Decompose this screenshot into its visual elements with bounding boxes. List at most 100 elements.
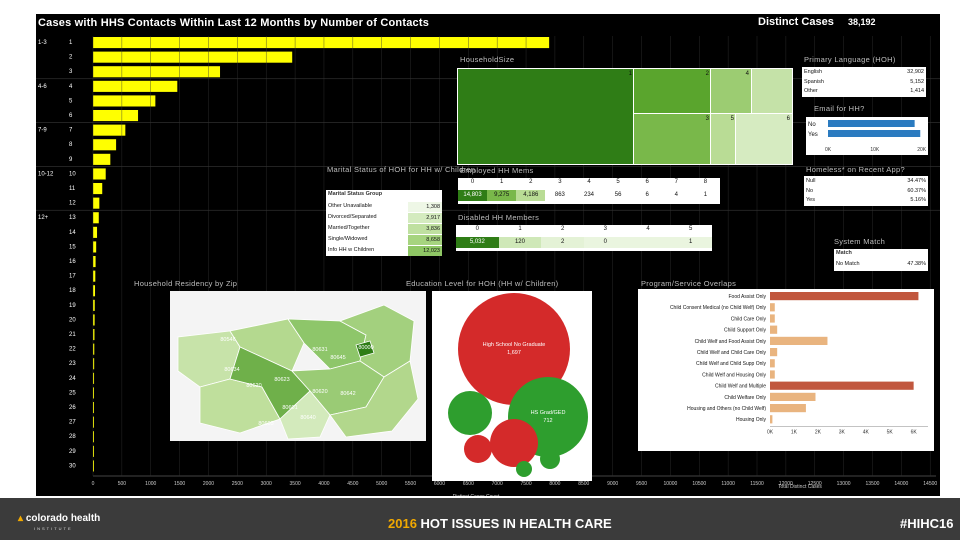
table-row[interactable]: English 32,902 [802, 68, 926, 78]
x-axis-label: Distinct Cases Count [453, 494, 500, 496]
map-region[interactable] [279, 390, 331, 440]
bar-contacts-25[interactable] [93, 387, 94, 399]
email-bar-no[interactable] [828, 120, 915, 127]
bar-contacts-7[interactable] [93, 124, 126, 136]
bar-contacts-15[interactable] [93, 241, 97, 253]
grid-cell[interactable]: 56 [603, 190, 633, 201]
program-category: Child Support Only [724, 328, 766, 334]
bar-contacts-30[interactable] [93, 460, 94, 472]
treemap-cell-2[interactable]: 2 [633, 68, 712, 115]
table-row[interactable]: Info HH w Children 12,023 [326, 246, 442, 257]
bar-contacts-18[interactable] [93, 285, 96, 297]
education-bubble[interactable] [490, 419, 538, 467]
education-bubble[interactable] [448, 391, 492, 435]
logo-sub: INSTITUTE [34, 526, 73, 531]
grid-cell[interactable]: 5,032 [456, 237, 499, 248]
education-bubble[interactable] [540, 449, 560, 469]
program-bar[interactable] [770, 325, 778, 334]
bar-contacts-4[interactable] [93, 80, 178, 92]
program-bar[interactable] [770, 404, 806, 413]
grid-cell[interactable]: 4 [661, 190, 691, 201]
bar-contacts-10[interactable] [93, 168, 106, 180]
bar-contacts-20[interactable] [93, 314, 95, 326]
treemap-cell-3[interactable]: 3 [633, 113, 712, 165]
program-bar[interactable] [770, 359, 775, 368]
table-row[interactable]: No 60.37% [804, 187, 928, 197]
program-bar[interactable] [770, 336, 828, 345]
table-row[interactable]: Single/Widowed 8,658 [326, 235, 442, 246]
grid-cell[interactable]: 14,803 [458, 190, 488, 201]
category-label: 1 [69, 40, 73, 46]
treemap-cell-4[interactable]: 4 [710, 68, 752, 115]
grid-cell[interactable] [626, 237, 670, 248]
education-bubble[interactable] [516, 461, 532, 477]
table-row[interactable]: Other Unavailable 1,308 [326, 202, 442, 213]
bar-contacts-23[interactable] [93, 358, 95, 370]
bar-contacts-13[interactable] [93, 212, 99, 224]
treemap-cell-5[interactable]: 5 [710, 113, 737, 165]
program-bar[interactable] [770, 348, 778, 357]
table-row[interactable]: Yes 5.16% [804, 196, 928, 206]
table-row[interactable]: No Match 47.38% [834, 260, 928, 270]
bar-contacts-17[interactable] [93, 270, 96, 282]
bar-contacts-11[interactable] [93, 183, 103, 195]
grid-cell[interactable]: 234 [574, 190, 604, 201]
bar-contacts-2[interactable] [93, 51, 293, 63]
map-region[interactable] [229, 318, 305, 372]
bar-contacts-24[interactable] [93, 372, 95, 384]
education-bubble[interactable] [458, 293, 570, 405]
table-row[interactable]: Other 1,414 [802, 87, 926, 97]
bar-contacts-21[interactable] [93, 329, 95, 341]
treemap-cell-6[interactable]: 6 [735, 113, 793, 165]
bar-contacts-9[interactable] [93, 153, 111, 165]
grid-header: 2 [529, 179, 533, 185]
grid-cell[interactable]: 0 [584, 237, 627, 248]
grid-cell[interactable]: 2 [541, 237, 584, 248]
program-bar[interactable] [770, 303, 775, 312]
grid-cell[interactable]: 1 [669, 237, 712, 248]
category-label: 30 [69, 463, 76, 469]
grid-cell[interactable]: 1 [690, 190, 720, 201]
program-bar[interactable] [770, 392, 816, 401]
bar-contacts-29[interactable] [93, 445, 94, 457]
map-region[interactable] [329, 360, 419, 438]
bar-contacts-14[interactable] [93, 226, 98, 238]
grid-cell[interactable]: 863 [545, 190, 575, 201]
table-row[interactable]: Married/Together 3,836 [326, 224, 442, 235]
grid-header: 1 [499, 179, 504, 185]
bar-contacts-12[interactable] [93, 197, 100, 209]
bar-contacts-3[interactable] [93, 66, 221, 78]
bar-contacts-22[interactable] [93, 343, 95, 355]
program-bar[interactable] [770, 415, 773, 424]
table-row[interactable]: Null 34.47% [804, 177, 928, 187]
program-bar[interactable] [770, 314, 775, 323]
program-bar[interactable] [770, 292, 919, 301]
bar-contacts-28[interactable] [93, 431, 94, 443]
bar-contacts-26[interactable] [93, 402, 94, 414]
program-bar[interactable] [770, 370, 775, 379]
zip-map[interactable]: 80546 80634 80631 80645 80620 80623 80620 80642… [170, 291, 426, 441]
education-bubble[interactable] [464, 435, 492, 463]
zip-label: 80645 [330, 355, 345, 361]
bar-contacts-27[interactable] [93, 416, 94, 428]
bar-contacts-1[interactable] [93, 37, 550, 49]
treemap-cell-1[interactable]: 1 [457, 68, 635, 165]
grid-cell[interactable]: 6 [632, 190, 662, 201]
email-bar-yes[interactable] [828, 130, 921, 137]
map-region[interactable] [355, 340, 375, 358]
category-label: 2 [69, 55, 73, 61]
grid-cell[interactable]: 120 [498, 237, 542, 248]
program-bar[interactable] [770, 381, 914, 390]
table-row[interactable]: Divorced/Separated 2,917 [326, 213, 442, 224]
grid-cell[interactable]: 9,275 [487, 190, 517, 201]
bar-contacts-5[interactable] [93, 95, 156, 107]
grid-header: 7 [674, 179, 678, 185]
bar-contacts-6[interactable] [93, 110, 139, 122]
bar-contacts-19[interactable] [93, 299, 95, 311]
program-category: Child Welfare Only [724, 395, 766, 401]
table-row[interactable]: Spanish 5,152 [802, 78, 926, 88]
household-size-treemap: 1 2 3 4 5 6 [457, 68, 793, 165]
bar-contacts-8[interactable] [93, 139, 117, 151]
bar-contacts-16[interactable] [93, 256, 96, 268]
grid-cell[interactable]: 4,186 [516, 190, 546, 201]
